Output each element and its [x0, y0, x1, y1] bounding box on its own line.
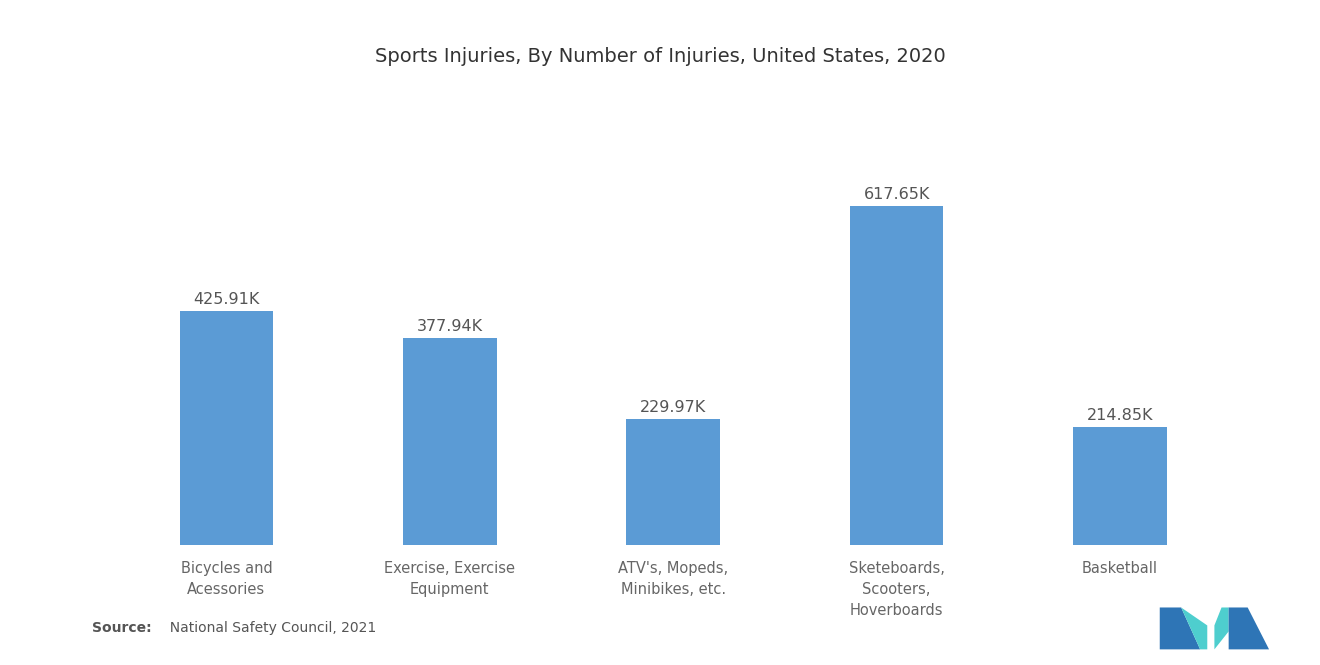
Text: 214.85K: 214.85K: [1086, 408, 1154, 424]
Polygon shape: [1160, 608, 1200, 649]
Polygon shape: [1229, 608, 1269, 649]
Bar: [403, 338, 496, 545]
Bar: [626, 419, 721, 545]
Text: National Safety Council, 2021: National Safety Council, 2021: [161, 621, 376, 636]
Bar: [180, 311, 273, 545]
Text: 229.97K: 229.97K: [640, 400, 706, 415]
Bar: [850, 205, 944, 545]
Text: 377.94K: 377.94K: [417, 319, 483, 334]
Text: 617.65K: 617.65K: [863, 187, 929, 202]
Bar: [1073, 427, 1167, 545]
Text: Source:: Source:: [92, 621, 152, 636]
Polygon shape: [1214, 608, 1229, 649]
Polygon shape: [1181, 608, 1208, 649]
Text: 425.91K: 425.91K: [193, 293, 260, 307]
Text: Sports Injuries, By Number of Injuries, United States, 2020: Sports Injuries, By Number of Injuries, …: [375, 47, 945, 66]
